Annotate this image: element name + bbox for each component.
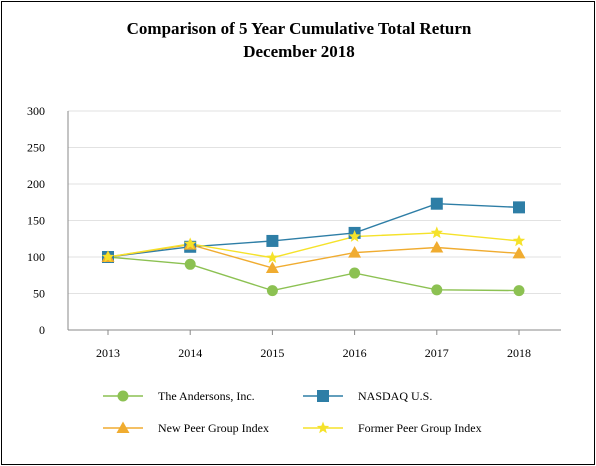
series-line-nasdaq-u-s: [107, 203, 520, 258]
chart-subtitle: December 2018: [243, 42, 355, 61]
series-line-the-andersons-inc: [107, 256, 520, 292]
point-former-peer-group-index-2016: [348, 230, 361, 242]
legend: The Andersons, Inc. NASDAQ U.S. New Peer G…: [103, 389, 482, 435]
point-new-peer-group-index-2018: [512, 246, 526, 259]
point-the-andersons-inc-2017: [431, 284, 443, 296]
x-tick-label-2013: 2013: [96, 346, 120, 360]
x-tick-label-2018: 2018: [507, 346, 531, 360]
x-tick-label-2014: 2014: [178, 346, 202, 360]
point-the-andersons-inc-2016: [349, 267, 361, 279]
legend-label-former-peer-group-index: Former Peer Group Index: [358, 421, 482, 435]
point-former-peer-group-index-2017: [430, 226, 443, 239]
point-nasdaq-u-s-2015: [266, 234, 279, 247]
series-line-new-peer-group-index: [107, 243, 520, 269]
y-tick-label-200: 200: [27, 177, 45, 191]
y-tick-label-250: 250: [27, 141, 45, 155]
point-the-andersons-inc-2014: [184, 258, 196, 270]
point-new-peer-group-index-2015: [265, 261, 279, 273]
point-the-andersons-inc-2015: [266, 285, 278, 297]
y-tick-label-150: 150: [27, 214, 45, 228]
point-the-andersons-inc-2018: [513, 285, 525, 297]
y-tick-label-300: 300: [27, 104, 45, 118]
axes: [67, 111, 561, 335]
chart-title: Comparison of 5 Year Cumulative Total Re…: [126, 19, 472, 38]
point-new-peer-group-index-2016: [348, 246, 362, 258]
series-lines: [107, 203, 520, 292]
legend-marker-new-peer-group-index: [116, 421, 130, 433]
x-tick-label-2017: 2017: [425, 346, 449, 360]
point-former-peer-group-index-2015: [266, 251, 279, 263]
legend-label-new-peer-group-index: New Peer Group Index: [158, 421, 269, 435]
series-line-former-peer-group-index: [107, 232, 520, 259]
x-tick-labels: 2013 2014 2015 2016 2017 2018: [96, 346, 531, 360]
y-tick-label-0: 0: [39, 323, 45, 337]
point-nasdaq-u-s-2017: [430, 197, 443, 210]
y-tick-label-50: 50: [33, 287, 45, 301]
y-tick-label-100: 100: [27, 250, 45, 264]
legend-label-the-andersons-inc: The Andersons, Inc.: [158, 389, 255, 403]
point-nasdaq-u-s-2018: [513, 201, 525, 214]
series-markers: [101, 197, 526, 297]
point-new-peer-group-index-2017: [430, 241, 444, 253]
point-former-peer-group-index-2014: [184, 237, 197, 250]
grid-lines: [68, 110, 561, 294]
x-tick-label-2015: 2015: [260, 346, 284, 360]
point-former-peer-group-index-2018: [512, 234, 526, 247]
legend-marker-the-andersons-inc: [117, 390, 129, 402]
legend-label-nasdaq-u-s: NASDAQ U.S.: [358, 389, 432, 403]
legend-marker-nasdaq-u-s: [317, 390, 329, 402]
point-former-peer-group-index-2013: [101, 250, 115, 263]
x-tick-label-2016: 2016: [343, 346, 367, 360]
y-tick-labels: 0 50 100 150 200 250 300: [27, 104, 45, 337]
legend-marker-former-peer-group-index: [316, 421, 330, 434]
